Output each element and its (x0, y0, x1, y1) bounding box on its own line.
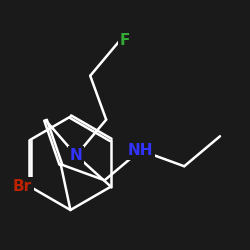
Text: NH: NH (128, 143, 153, 158)
Text: N: N (70, 148, 82, 163)
Text: F: F (120, 32, 130, 48)
Text: Br: Br (13, 179, 32, 194)
